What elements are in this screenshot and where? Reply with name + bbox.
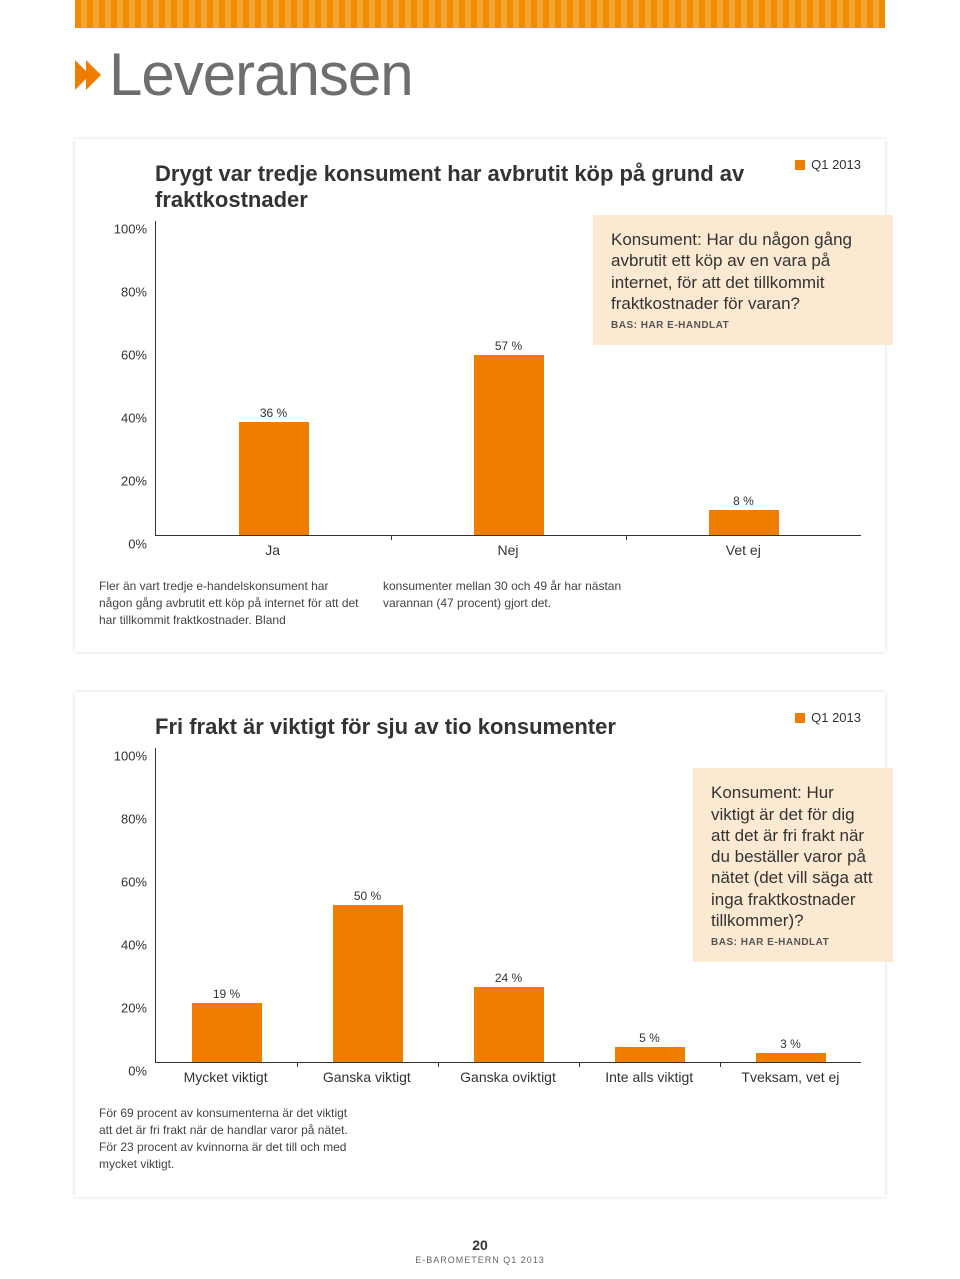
bar (474, 355, 544, 535)
page-footer: 20 E-BAROMETERN Q1 2013 (0, 1237, 960, 1265)
bar-value-label: 57 % (495, 339, 522, 353)
y-tick-label: 80% (99, 285, 147, 300)
question-text: Konsument: Har du någon gång avbrutit et… (611, 229, 875, 314)
bar-slot: 36 % (156, 221, 391, 535)
x-tick-label: Mycket viktigt (155, 1069, 296, 1085)
x-tick-label: Nej (390, 542, 625, 558)
bar-value-label: 19 % (213, 987, 240, 1001)
y-tick-label: 60% (99, 875, 147, 890)
bar-value-label: 3 % (780, 1037, 801, 1051)
y-tick-label: 40% (99, 411, 147, 426)
footer-page-number: 20 (0, 1237, 960, 1253)
question-text: Konsument: Hur viktigt är det för dig at… (711, 782, 875, 931)
bar-value-label: 36 % (260, 406, 287, 420)
x-tick-label: Tveksam, vet ej (720, 1069, 861, 1085)
bar (474, 987, 544, 1063)
y-tick-label: 100% (99, 222, 147, 237)
bar-slot: 50 % (297, 748, 438, 1062)
y-tick-label: 0% (99, 1064, 147, 1079)
y-axis: 0%20%40%60%80%100% (99, 221, 155, 536)
y-tick-label: 20% (99, 1001, 147, 1016)
bar (192, 1003, 262, 1063)
legend-1: Q1 2013 (795, 157, 861, 172)
panel-1: Q1 2013 Drygt var tredje konsument har a… (75, 139, 885, 652)
bar-value-label: 5 % (639, 1031, 660, 1045)
panel-1-body: Fler än vart tredje e-handelskonsument h… (99, 578, 861, 628)
legend-label: Q1 2013 (811, 710, 861, 725)
double-chevron-icon (75, 60, 97, 90)
x-axis-labels: JaNejVet ej (155, 542, 861, 558)
legend-label: Q1 2013 (811, 157, 861, 172)
y-tick-label: 100% (99, 749, 147, 764)
y-tick-label: 60% (99, 348, 147, 363)
legend-swatch-icon (795, 160, 805, 170)
question-box-1: Konsument: Har du någon gång avbrutit et… (593, 215, 893, 345)
x-tick-label: Ganska viktigt (296, 1069, 437, 1085)
body-col: För 69 procent av konsumenterna är det v… (99, 1105, 359, 1172)
bar-slot: 24 % (438, 748, 579, 1062)
y-tick-label: 20% (99, 474, 147, 489)
page-header: Leveransen (75, 40, 885, 109)
panel-1-title: Drygt var tredje konsument har avbrutit … (155, 161, 861, 213)
question-box-2: Konsument: Hur viktigt är det för dig at… (693, 768, 893, 962)
bar-value-label: 50 % (354, 889, 381, 903)
y-axis: 0%20%40%60%80%100% (99, 748, 155, 1063)
bar-value-label: 24 % (495, 971, 522, 985)
x-tick-label: Inte alls viktigt (579, 1069, 720, 1085)
question-base: BAS: HAR E-HANDLAT (611, 320, 875, 331)
bar (615, 1047, 685, 1063)
question-base: BAS: HAR E-HANDLAT (711, 937, 875, 948)
body-col: Fler än vart tredje e-handelskonsument h… (99, 578, 359, 628)
bar (756, 1053, 826, 1062)
x-tick-label: Ja (155, 542, 390, 558)
page-title: Leveransen (109, 40, 413, 109)
panel-2-body: För 69 procent av konsumenterna är det v… (99, 1105, 861, 1172)
x-axis-labels: Mycket viktigtGanska viktigtGanska ovikt… (155, 1069, 861, 1085)
legend-2: Q1 2013 (795, 710, 861, 725)
y-tick-label: 0% (99, 537, 147, 552)
panel-2: Q1 2013 Fri frakt är viktigt för sju av … (75, 692, 885, 1196)
bar-slot: 57 % (391, 221, 626, 535)
legend-swatch-icon (795, 713, 805, 723)
bar-slot: 19 % (156, 748, 297, 1062)
y-tick-label: 80% (99, 812, 147, 827)
x-tick-label: Vet ej (626, 542, 861, 558)
panel-2-title: Fri frakt är viktigt för sju av tio kons… (155, 714, 861, 740)
bar-value-label: 8 % (733, 494, 754, 508)
bar (333, 905, 403, 1063)
bar (709, 510, 779, 535)
y-tick-label: 40% (99, 938, 147, 953)
bar (239, 422, 309, 535)
footer-sub: E-BAROMETERN Q1 2013 (0, 1255, 960, 1265)
x-tick-label: Ganska oviktigt (437, 1069, 578, 1085)
top-stripe-band (75, 0, 885, 28)
body-col: konsumenter mellan 30 och 49 år har näst… (383, 578, 643, 628)
